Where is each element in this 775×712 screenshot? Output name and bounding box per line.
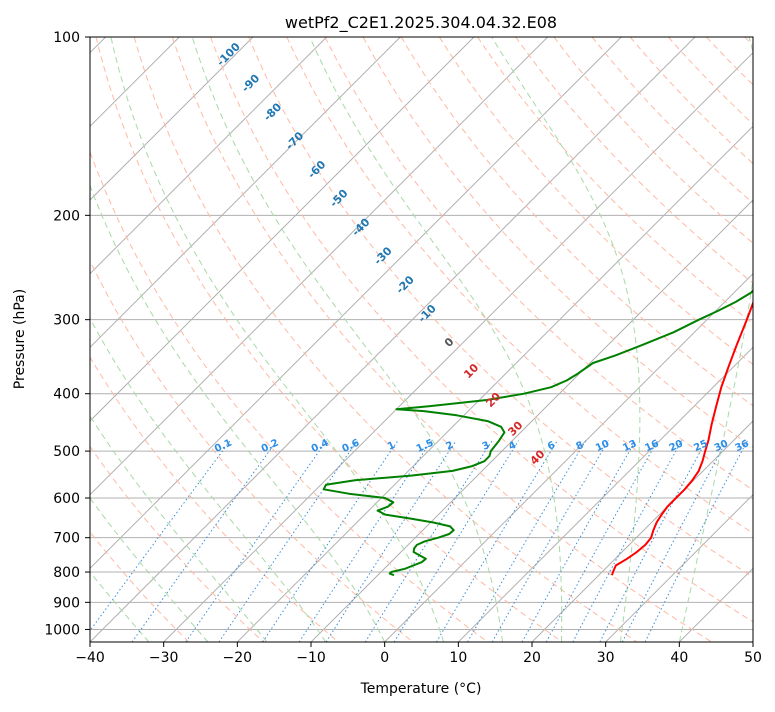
- x-tick-label: 50: [744, 650, 762, 666]
- chart-title: wetPf2_C2E1.2025.304.04.32.E08: [285, 13, 557, 33]
- x-tick-label: 10: [449, 650, 467, 666]
- x-tick-label: 20: [523, 650, 541, 666]
- x-tick-label: 40: [670, 650, 688, 666]
- y-tick-label: 1000: [44, 622, 80, 638]
- y-tick-label: 200: [53, 208, 80, 224]
- y-tick-label: 400: [53, 387, 80, 403]
- x-axis-label: Temperature (°C): [360, 681, 482, 697]
- y-tick-label: 800: [53, 565, 80, 581]
- x-tick-label: −10: [296, 650, 326, 666]
- y-tick-label: 300: [53, 313, 80, 329]
- y-tick-label: 600: [53, 491, 80, 507]
- x-tick-label: −20: [223, 650, 253, 666]
- y-axis-label: Pressure (hPa): [12, 289, 28, 389]
- x-tick-label: 0: [380, 650, 389, 666]
- x-tick-label: 30: [597, 650, 615, 666]
- y-tick-label: 700: [53, 531, 80, 547]
- y-tick-label: 100: [53, 30, 80, 46]
- y-tick-label: 500: [53, 444, 80, 460]
- x-tick-label: −30: [149, 650, 179, 666]
- x-tick-label: −40: [75, 650, 105, 666]
- y-tick-label: 900: [53, 595, 80, 611]
